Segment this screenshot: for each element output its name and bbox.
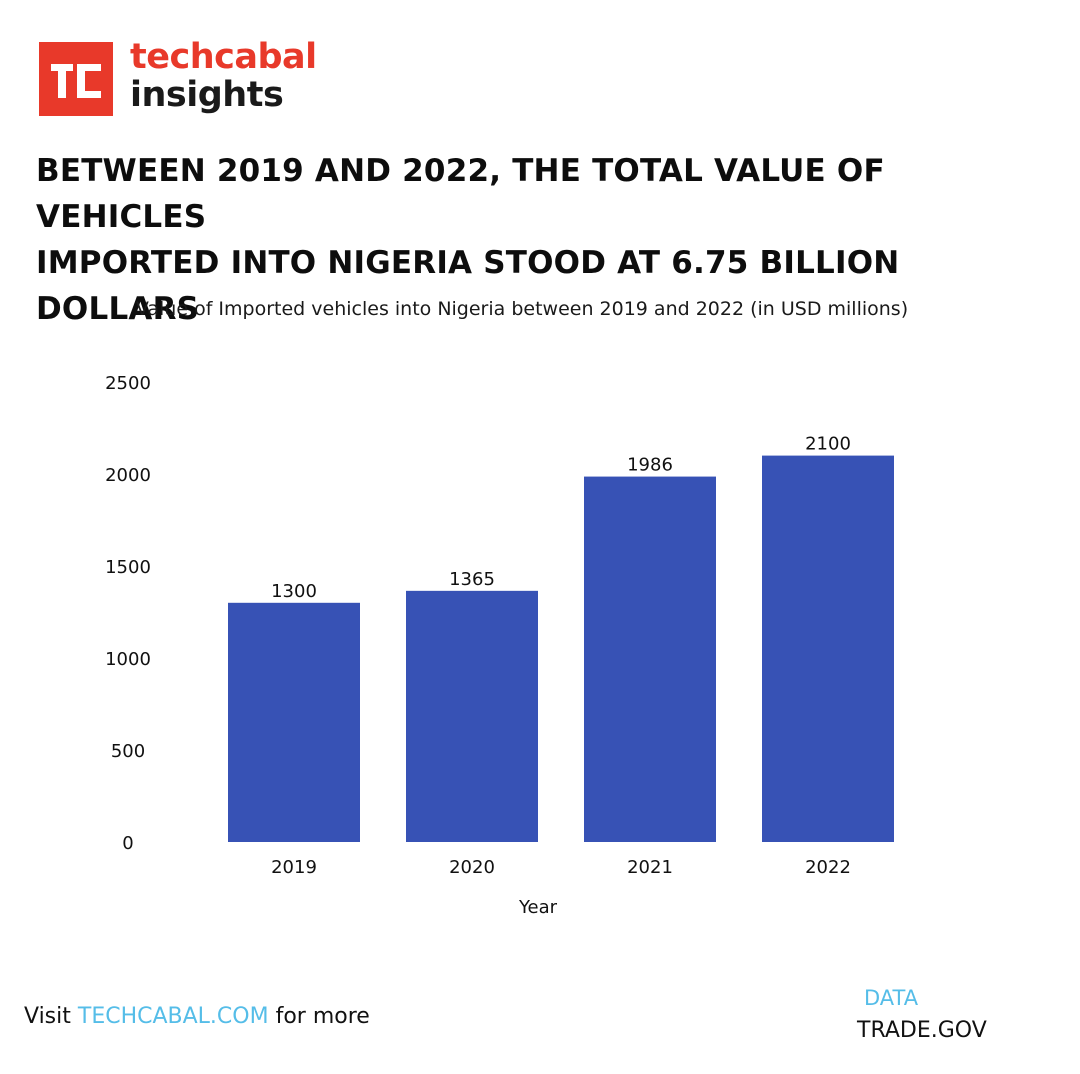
- brand-word-insights: insights: [130, 75, 284, 115]
- x-tick-label-2021: 2021: [627, 857, 673, 878]
- bar-value-label-2022: 2100: [805, 434, 851, 455]
- brand-wordmark: techcabal insights: [130, 38, 317, 114]
- bar-2021: [584, 476, 716, 842]
- y-axis-ticks: 0 500 1000 1500 2000 2500: [105, 373, 151, 854]
- y-tick-label: 500: [111, 741, 145, 762]
- headline: BETWEEN 2019 AND 2022, THE TOTAL VALUE O…: [36, 148, 1056, 332]
- bar-2022: [762, 455, 894, 842]
- bars: [228, 455, 894, 842]
- x-tick-label-2022: 2022: [805, 857, 851, 878]
- source-name: TRADE.GOV: [857, 1018, 987, 1043]
- bar-value-label-2020: 1365: [449, 569, 495, 590]
- techcabal-link[interactable]: TECHCABAL.COM: [77, 1004, 269, 1029]
- brand-word-techcabal: techcabal: [130, 37, 317, 77]
- bar-2019: [228, 602, 360, 842]
- x-tick-label-2019: 2019: [271, 857, 317, 878]
- bar-value-label-2019: 1300: [271, 581, 317, 602]
- headline-line-2: IMPORTED INTO NIGERIA STOOD AT 6.75 BILL…: [36, 245, 900, 327]
- y-tick-label: 1000: [105, 649, 151, 670]
- y-tick-label: 2500: [105, 373, 151, 394]
- x-tick-label-2020: 2020: [449, 857, 495, 878]
- footer-suffix: for more: [268, 1004, 370, 1029]
- brand-logo[interactable]: techcabal insights: [39, 38, 317, 116]
- x-axis-label: Year: [518, 897, 558, 918]
- tc-logo-icon: [39, 42, 113, 116]
- footer-prefix: Visit: [24, 1004, 78, 1029]
- y-tick-label: 0: [122, 833, 133, 854]
- y-tick-label: 1500: [105, 557, 151, 578]
- source-label: DATA: [864, 986, 919, 1010]
- headline-line-1: BETWEEN 2019 AND 2022, THE TOTAL VALUE O…: [36, 153, 885, 235]
- y-tick-label: 2000: [105, 465, 151, 486]
- footer-cta: Visit TECHCABAL.COM for more: [24, 1004, 370, 1029]
- bar-2020: [406, 590, 538, 842]
- x-axis-ticks: 2019 2020 2021 2022: [271, 857, 851, 878]
- bar-value-label-2021: 1986: [627, 455, 673, 476]
- chart-title: Value of Imported vehicles into Nigeria …: [135, 298, 909, 320]
- bar-value-labels: 1300 1365 1986 2100: [271, 434, 851, 602]
